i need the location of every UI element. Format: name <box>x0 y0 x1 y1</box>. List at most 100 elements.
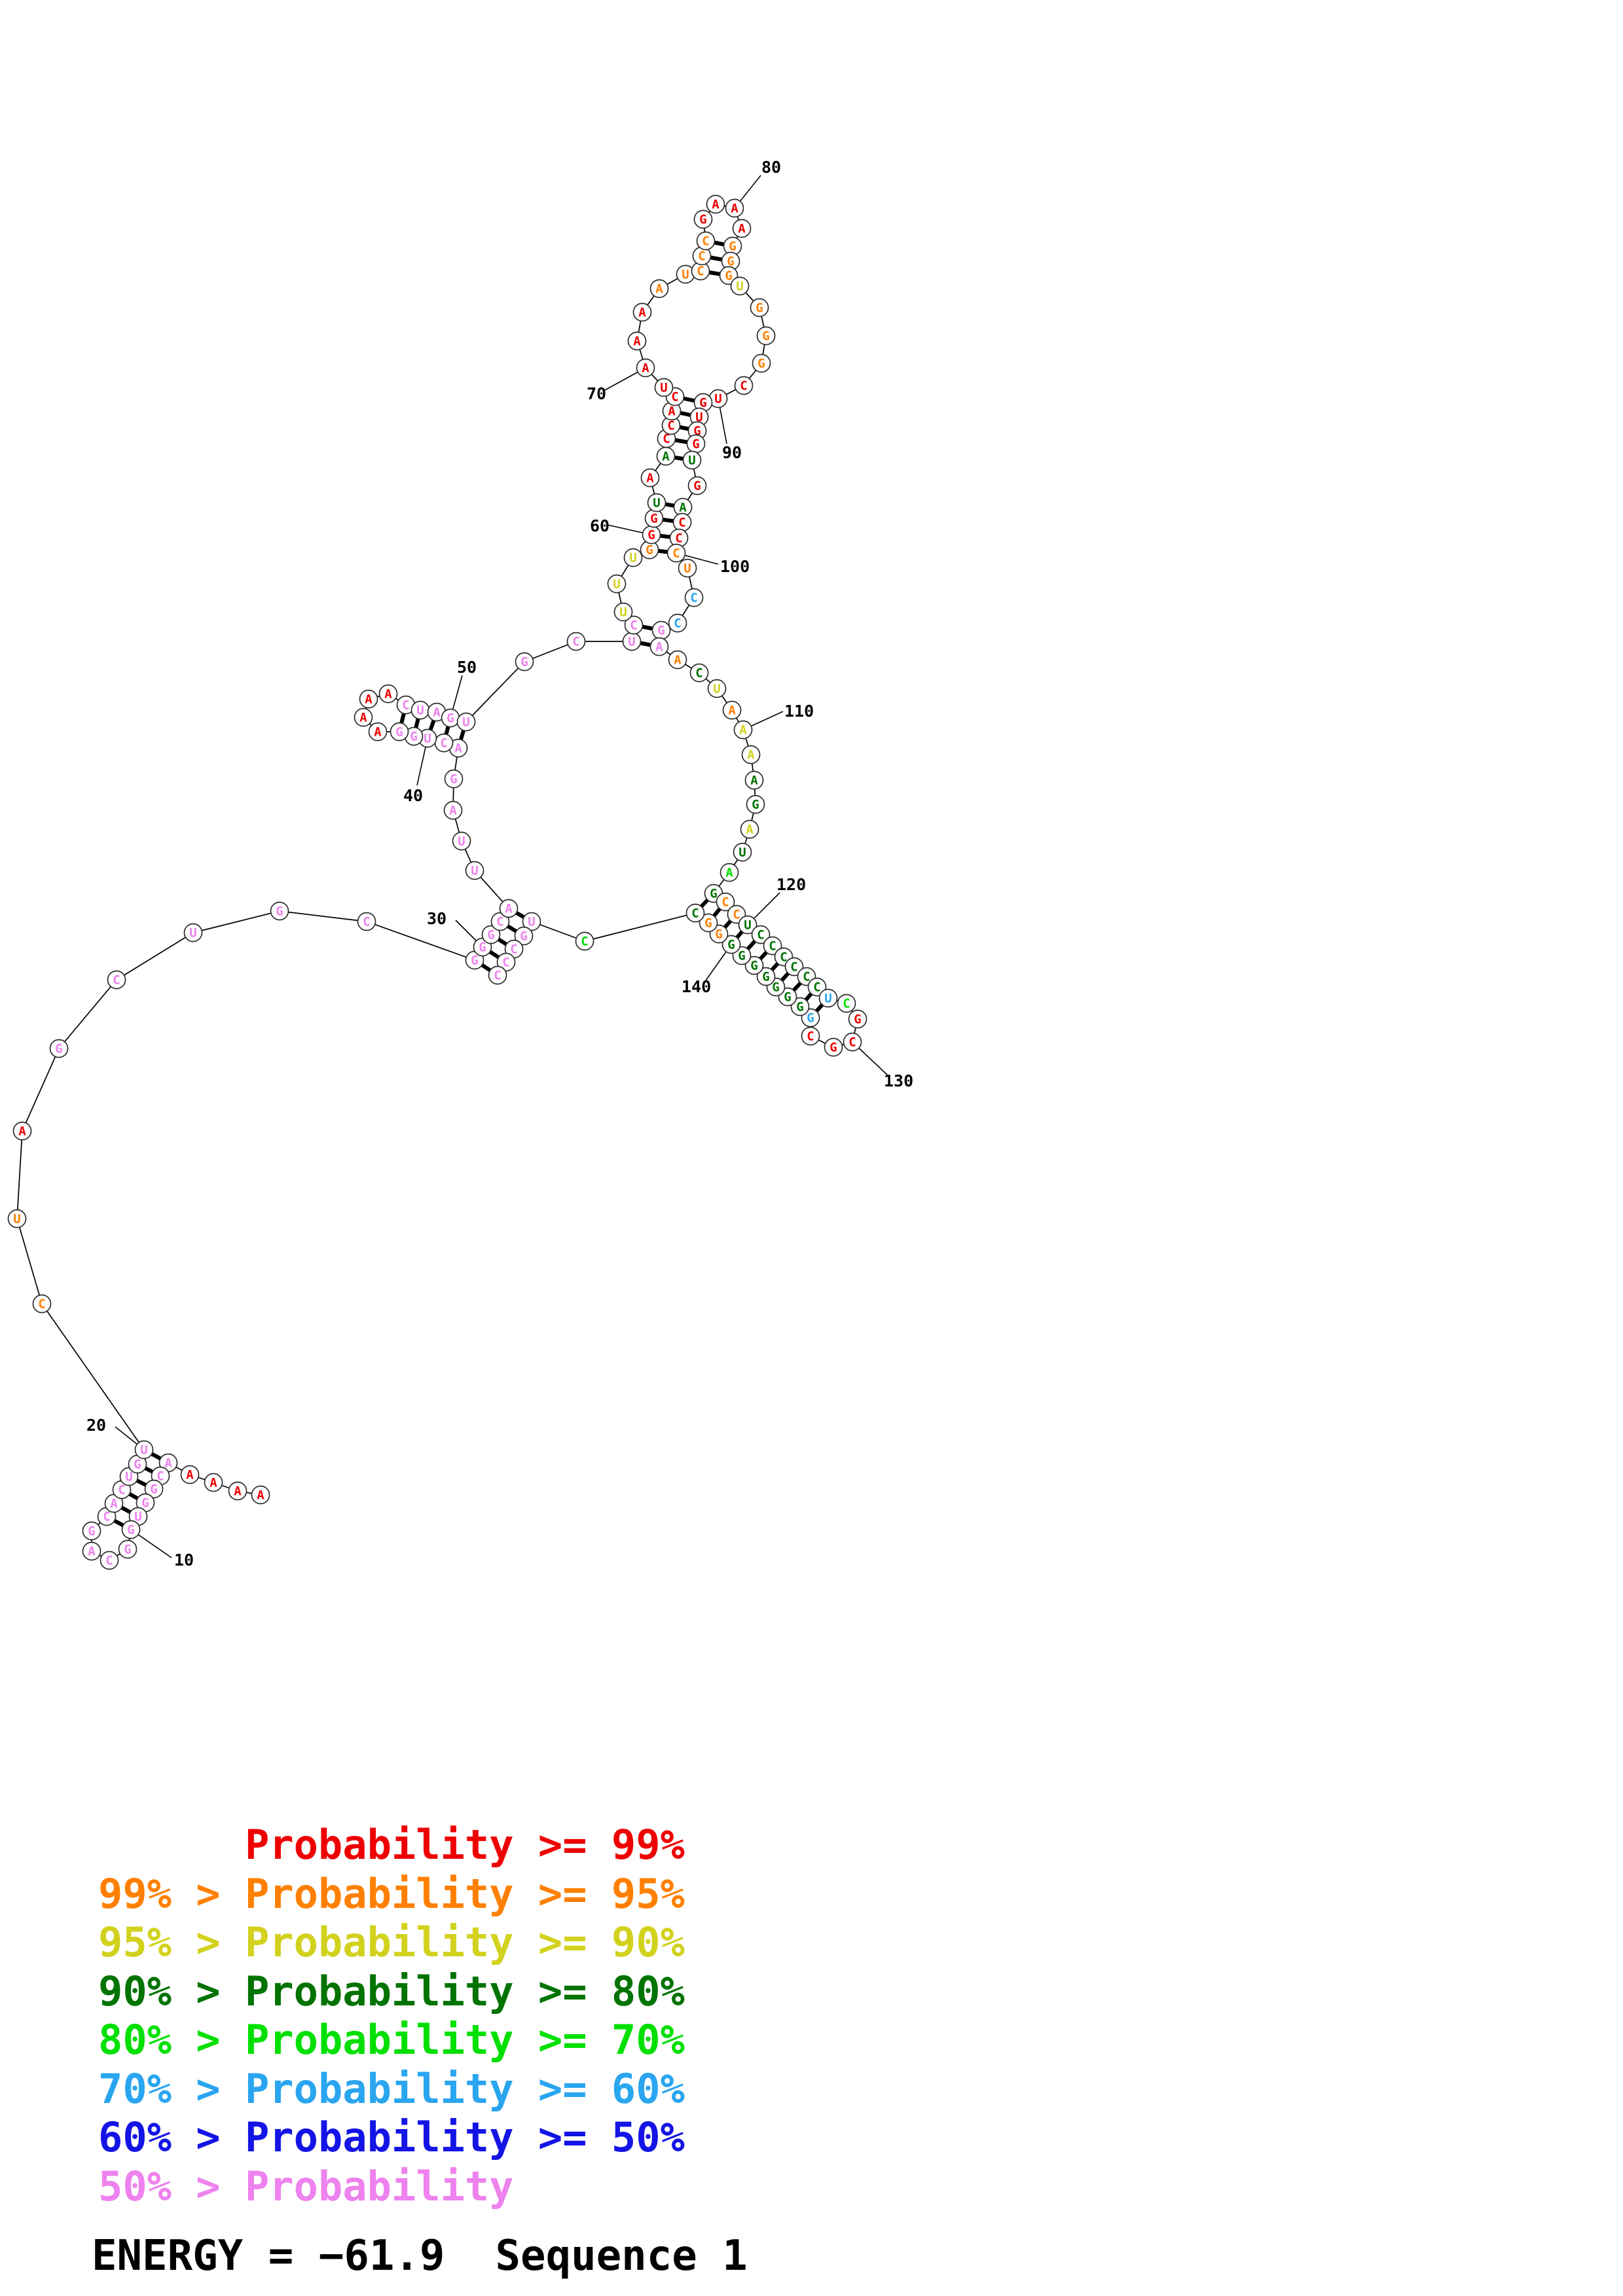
nucleotide-letter: G <box>715 927 722 942</box>
nucleotide-letter: U <box>713 682 720 696</box>
nucleotide-letter: C <box>733 908 740 922</box>
nucleotide-circle <box>270 901 289 921</box>
nucleotide-letter: C <box>848 1035 856 1050</box>
nucleotide: A <box>427 702 447 722</box>
nucleotide-circle <box>636 358 655 378</box>
nucleotide-circle <box>7 1209 27 1229</box>
nucleotide-letter: U <box>714 392 721 406</box>
nucleotide-letter: U <box>13 1212 20 1227</box>
nucleotide: A <box>359 689 378 709</box>
nucleotide-circle <box>699 913 718 933</box>
nucleotide: G <box>686 434 706 454</box>
nucleotide-circle <box>640 468 660 488</box>
nucleotide-letter: C <box>105 1554 113 1568</box>
nucleotide: A <box>740 819 759 839</box>
nucleotide: U <box>647 493 666 512</box>
nucleotide-letter: C <box>510 942 517 957</box>
nucleotide-letter: G <box>750 959 757 973</box>
nucleotide-letter: C <box>697 264 704 279</box>
nucleotide-letter: U <box>744 918 751 933</box>
nucleotide: C <box>837 994 856 1013</box>
nucleotide: A <box>741 745 761 764</box>
nucleotide: C <box>32 1294 52 1314</box>
nucleotide-letter: A <box>210 1476 217 1490</box>
nucleotide-letter: G <box>141 1496 149 1511</box>
nucleotide-letter: G <box>854 1013 861 1027</box>
nucleotide-letter: U <box>619 605 627 620</box>
nucleotide-circle <box>801 1026 820 1046</box>
nucleotide: A <box>180 1465 200 1484</box>
nucleotide: U <box>456 712 476 732</box>
nucleotide: G <box>481 925 501 944</box>
nucleotide-letter: G <box>762 329 769 344</box>
nucleotide-letter: C <box>803 970 810 984</box>
nucleotide-letter: A <box>186 1468 194 1482</box>
nucleotide-letter: C <box>843 997 850 1011</box>
nucleotide-circle <box>721 935 741 954</box>
nucleotide-circle <box>514 926 534 946</box>
nucleotide-letter: U <box>660 381 667 395</box>
nucleotide-letter: U <box>682 268 689 282</box>
nucleotide-letter: U <box>424 732 431 746</box>
nucleotide-circle <box>668 650 687 670</box>
nucleotide: A <box>673 497 693 517</box>
position-label: 10 <box>174 1551 194 1570</box>
nucleotide-letter: U <box>528 915 535 929</box>
nucleotide: A <box>649 637 669 656</box>
nucleotide: A <box>706 194 725 214</box>
nucleotide: A <box>378 684 398 704</box>
nucleotide-circle <box>687 476 707 495</box>
nucleotide-circle <box>678 558 697 578</box>
nucleotide-letter: U <box>458 834 465 849</box>
nucleotide-letter: C <box>496 915 503 929</box>
nucleotide: A <box>228 1481 247 1501</box>
nucleotide: A <box>204 1473 223 1492</box>
legend-row: 95% > Probability >= 90% <box>98 1918 685 1966</box>
nucleotide: G <box>746 795 765 814</box>
nucleotide-letter: G <box>410 730 417 744</box>
nucleotide-letter: G <box>757 357 765 371</box>
nucleotide: C <box>763 936 782 956</box>
backbone-segment <box>41 1303 145 1450</box>
nucleotide-letter: C <box>790 960 797 975</box>
nucleotide-letter: A <box>750 774 758 788</box>
nucleotide-circle <box>720 863 739 882</box>
position-label: 110 <box>784 702 814 721</box>
nucleotide-circle <box>837 994 856 1013</box>
nucleotide-letter: A <box>739 723 747 738</box>
nucleotide-letter: G <box>88 1524 95 1539</box>
nucleotide: G <box>82 1521 101 1541</box>
nucleotide-letter: C <box>494 969 501 983</box>
nucleotide-letter: G <box>450 772 457 787</box>
nucleotide-circle <box>522 912 541 931</box>
nucleotide-letter: A <box>633 334 641 349</box>
nucleotide-circle <box>107 970 126 990</box>
nucleotide: A <box>251 1485 270 1505</box>
nucleotide-letter: G <box>134 1458 141 1472</box>
nucleotide-letter: A <box>449 804 457 818</box>
nucleotide: A <box>668 650 687 670</box>
nucleotide-letter: G <box>756 301 763 315</box>
nucleotide: G <box>49 1039 69 1058</box>
nucleotide: A <box>448 738 468 758</box>
position-label-group: 10 20 30 40 50 60 70 80 90 100 110 120 130 140 <box>86 158 913 1570</box>
nucleotide-letter: A <box>725 866 733 880</box>
nucleotide: C <box>661 416 681 435</box>
nucleotide-letter: A <box>88 1545 96 1559</box>
nucleotide-letter: G <box>647 528 655 543</box>
nucleotide: G <box>744 956 764 975</box>
nucleotide-letter: A <box>638 306 646 320</box>
nucleotide-circle <box>515 652 534 672</box>
nucleotide-circle <box>443 800 463 820</box>
nucleotide-letter: C <box>674 617 681 631</box>
nucleotide-letter: C <box>502 956 509 970</box>
nucleotide-circle <box>490 912 510 931</box>
legend-row: 50% > Probability <box>98 2162 514 2210</box>
nucleotide-circle <box>204 1473 223 1492</box>
nucleotide: U <box>682 450 702 470</box>
nucleotide: C <box>672 512 692 532</box>
nucleotide: G <box>270 901 289 921</box>
nucleotide: G <box>790 997 810 1016</box>
nucleotide-circle <box>121 1520 141 1539</box>
position-label: 120 <box>776 875 806 894</box>
